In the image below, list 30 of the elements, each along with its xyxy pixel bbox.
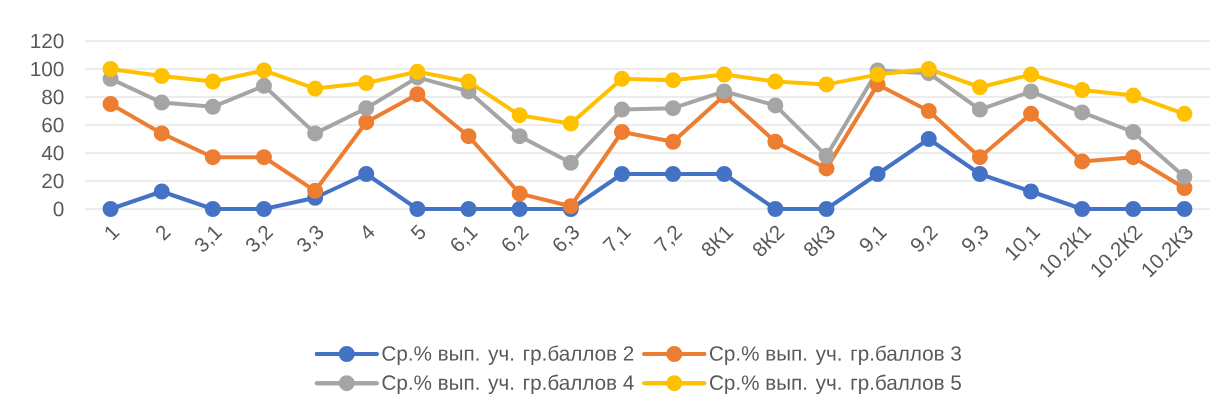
legend-label: Ср.% вып. уч. гр.баллов 4 bbox=[382, 374, 634, 395]
x-tick-label: 9,3 bbox=[962, 225, 988, 252]
x-tick-label: 3,2 bbox=[246, 225, 274, 252]
x-tick-label: 1 bbox=[105, 226, 120, 241]
x-tick-label: 6,1 bbox=[451, 226, 479, 252]
x-tick-label: 3,3 bbox=[297, 225, 324, 252]
x-tick-label: 4 bbox=[363, 225, 375, 239]
y-tick-label: 100 bbox=[31, 61, 64, 77]
y-tick-label: 80 bbox=[42, 89, 64, 105]
x-tick-label: 5 bbox=[410, 224, 426, 240]
x-tick-label: 2 bbox=[156, 225, 172, 241]
x-tick-label: 9,2 bbox=[910, 225, 939, 252]
x-tick-label: 7,1 bbox=[602, 226, 632, 252]
y-tick-label: 120 bbox=[31, 33, 64, 49]
legend-label: Ср.% вып. уч. гр.баллов 2 bbox=[382, 345, 634, 365]
x-tick-label: 6,3 bbox=[553, 225, 579, 252]
x-tick-label: 9,1 bbox=[859, 226, 888, 252]
y-tick-label: 0 bbox=[53, 201, 64, 217]
x-tick-label: 10,1 bbox=[1005, 226, 1041, 261]
y-tick-label: 60 bbox=[42, 117, 64, 133]
legend-label: Ср.% вып. уч. гр.баллов 3 bbox=[710, 345, 961, 365]
x-tick-label: 6,2 bbox=[502, 225, 530, 252]
x-tick-label: 8К3 bbox=[804, 225, 835, 257]
y-tick-label: 20 bbox=[42, 173, 64, 189]
x-tick-label: 3,1 bbox=[194, 226, 223, 252]
legend-label: Ср.% вып. уч. гр.баллов 5 bbox=[710, 374, 961, 395]
y-tick-label: 40 bbox=[41, 145, 64, 161]
x-tick-label: 8К1 bbox=[701, 226, 734, 257]
x-tick-label: 8К2 bbox=[753, 225, 785, 257]
x-tick-label: 7,2 bbox=[653, 225, 683, 252]
